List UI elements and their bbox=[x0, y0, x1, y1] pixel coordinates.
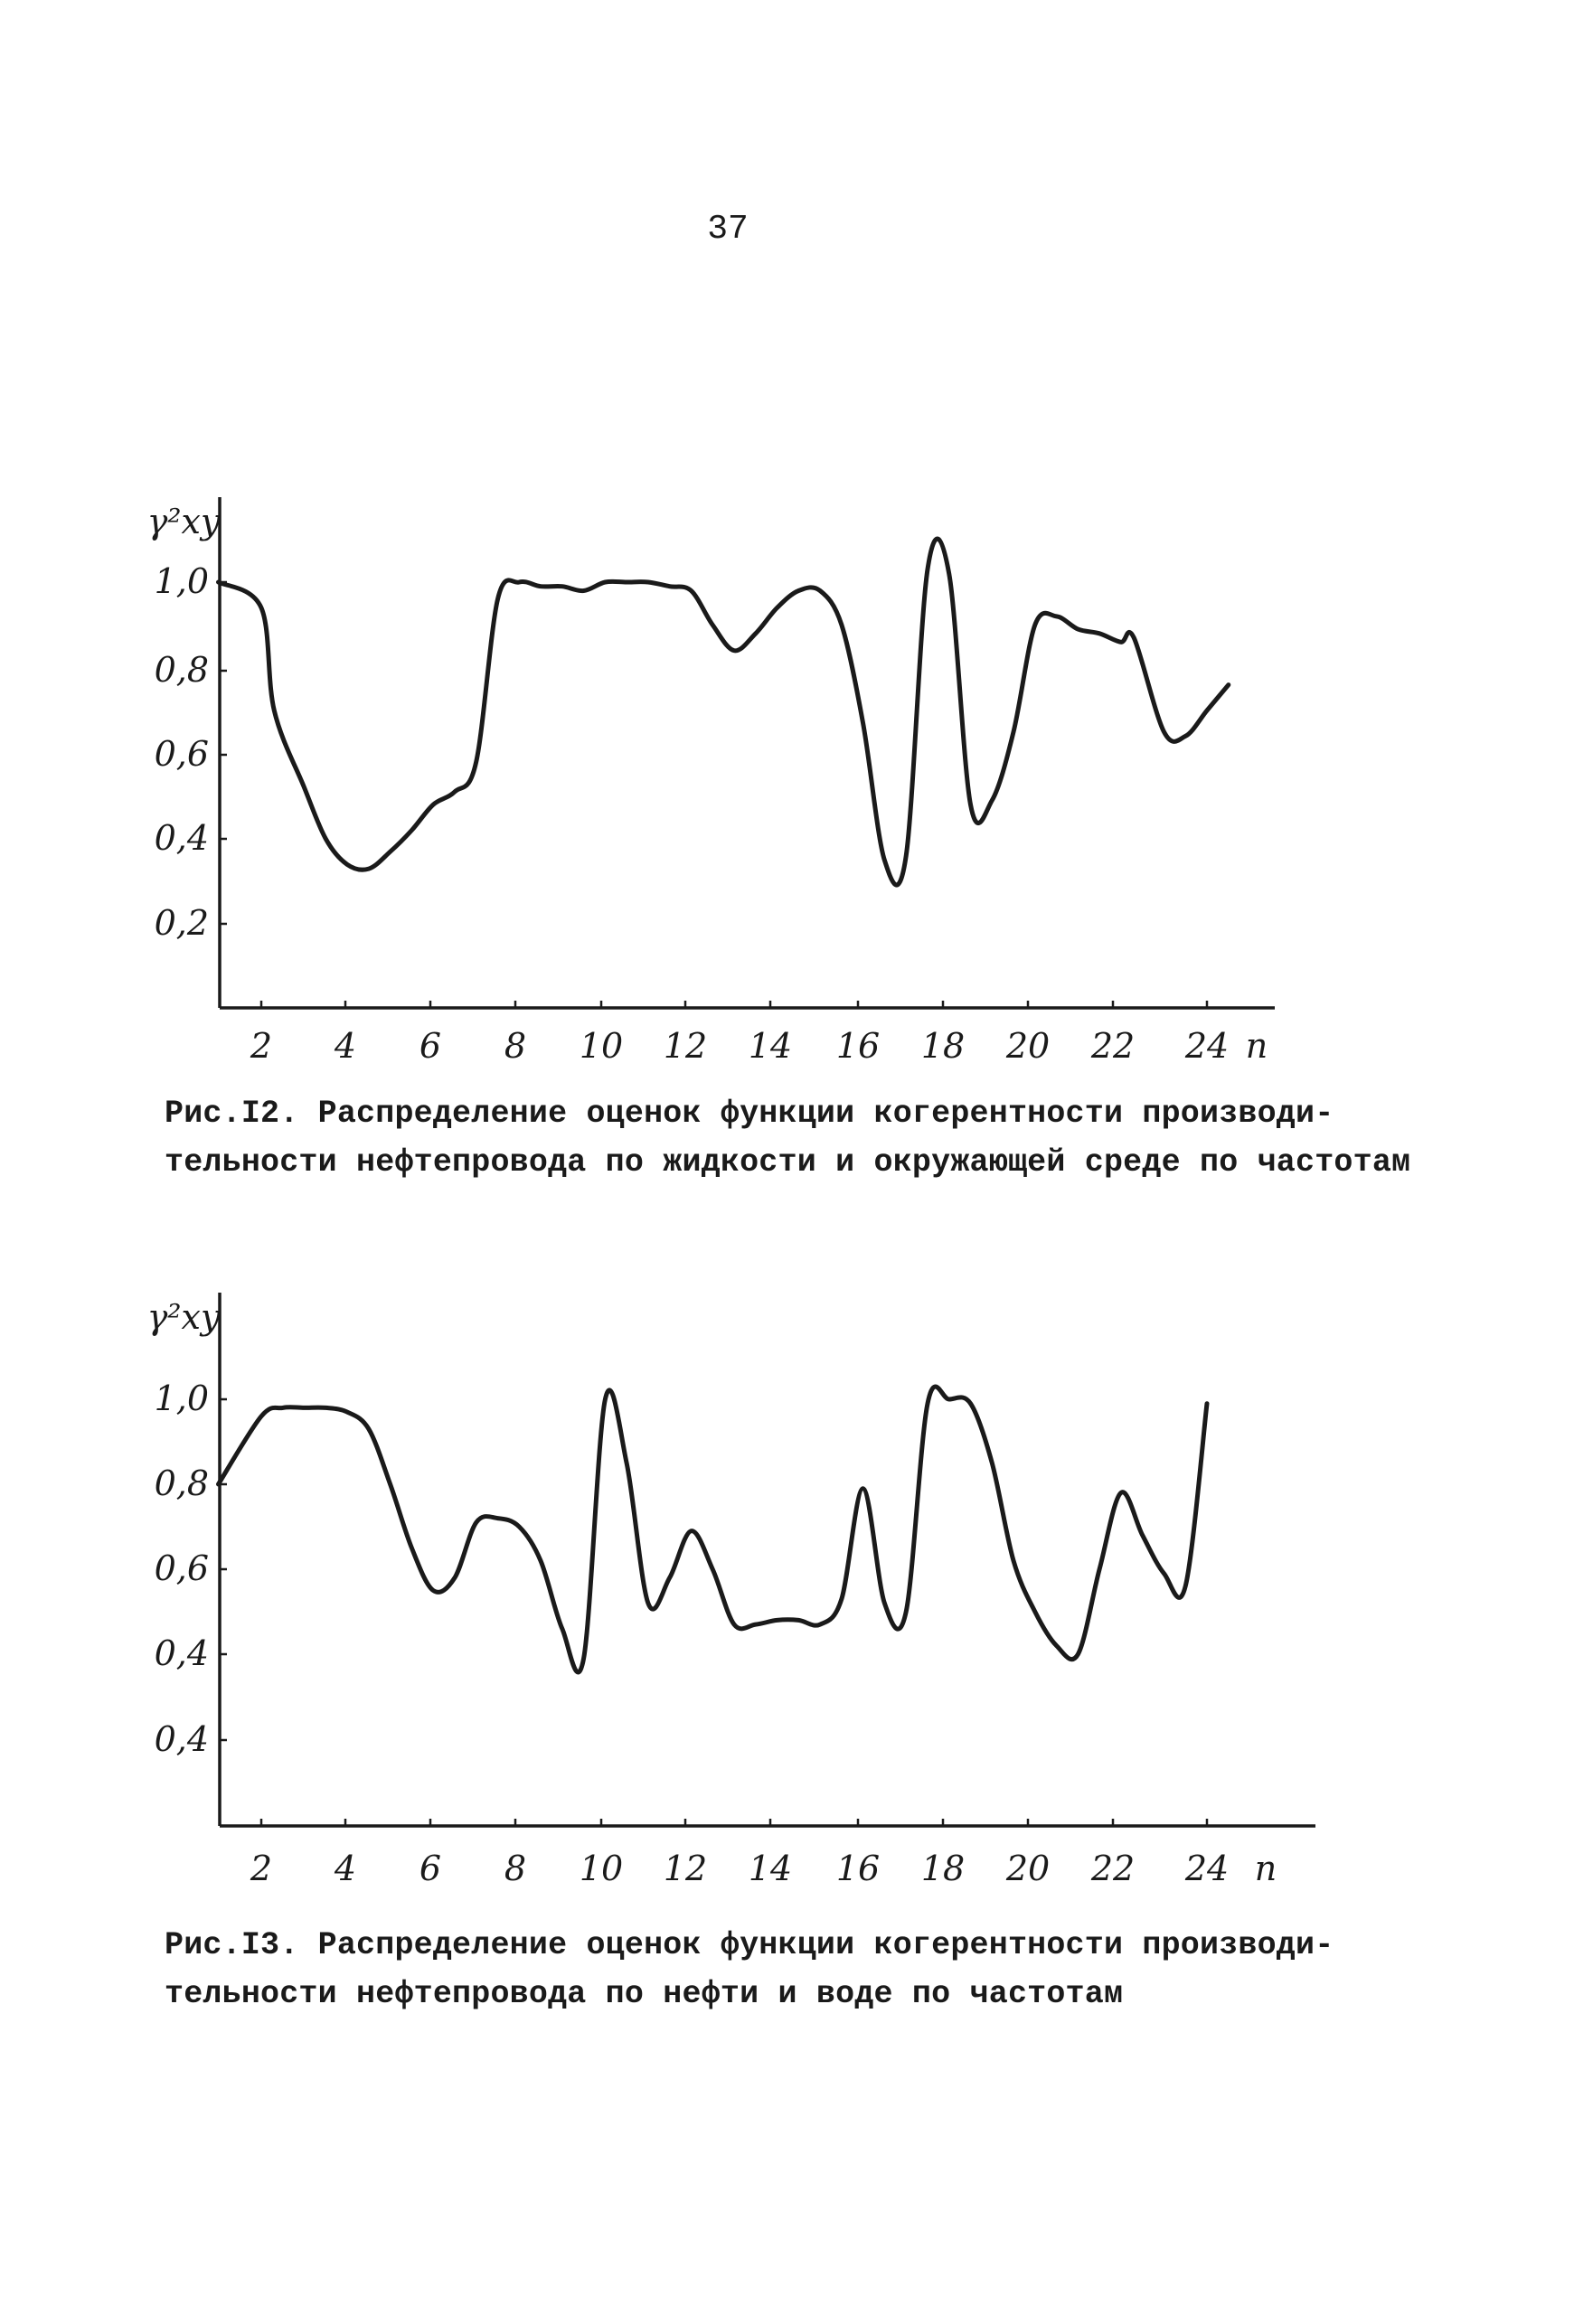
y-tick-label: 0,8 bbox=[155, 1463, 209, 1503]
x-tick-label: 24 bbox=[1184, 1026, 1229, 1066]
y-tick-label: 1,0 bbox=[155, 1378, 209, 1418]
caption-13-line-2: тельности нефтепровода по нефти и воде п… bbox=[165, 1976, 1124, 2012]
y-tick-label: 0,4 bbox=[155, 1633, 209, 1673]
x-tick-label: 10 bbox=[580, 1026, 623, 1066]
x-tick-label: 22 bbox=[1090, 1849, 1135, 1888]
caption-13-line-1: Рис.I3. Распределение оценок функции ког… bbox=[165, 1927, 1334, 1963]
caption-12-line-1: Рис.I2. Распределение оценок функции ког… bbox=[165, 1096, 1334, 1132]
chart-figure-12: 2 4 6 8 10 12 14 16 18 20 22 24 n 0,2 0,4 0,6 0,8 1,0 γ²xy bbox=[0, 470, 1593, 1067]
series-line bbox=[216, 536, 1231, 888]
x-axis-label: n bbox=[1246, 1026, 1268, 1066]
x-axis-label: n bbox=[1255, 1849, 1277, 1888]
y-tick-label: 0,2 bbox=[155, 903, 209, 943]
page-number: 37 bbox=[707, 210, 749, 249]
x-tick-label: 6 bbox=[419, 1026, 441, 1066]
x-tick-label: 14 bbox=[749, 1849, 792, 1888]
x-tick-label: 20 bbox=[1005, 1849, 1050, 1888]
chart-figure-13: 2 4 6 8 10 12 14 16 18 20 22 24 n 0,4 0,4 0,6 0,8 1,0 γ²xy bbox=[0, 1275, 1593, 1898]
x-tick-label: 2 bbox=[250, 1026, 272, 1066]
y-tick-label: 0,4 bbox=[155, 1719, 209, 1759]
x-tick-label: 4 bbox=[334, 1849, 356, 1888]
x-tick-label: 2 bbox=[250, 1849, 272, 1888]
x-tick-label: 16 bbox=[836, 1849, 880, 1888]
x-tick-label: 12 bbox=[664, 1026, 707, 1066]
y-tick-label: 0,6 bbox=[155, 1548, 209, 1588]
x-tick-label: 20 bbox=[1005, 1026, 1050, 1066]
y-tick-label: 0,4 bbox=[155, 818, 209, 858]
y-tick-label: 1,0 bbox=[155, 561, 209, 601]
y-axis-label: γ²xy bbox=[147, 1297, 221, 1337]
x-tick-label: 18 bbox=[921, 1026, 965, 1066]
y-axis-label: γ²xy bbox=[147, 502, 221, 541]
caption-12-line-2: тельности нефтепровода по жидкости и окр… bbox=[165, 1144, 1411, 1181]
x-tick-label: 22 bbox=[1090, 1026, 1135, 1066]
x-tick-label: 10 bbox=[580, 1849, 623, 1888]
x-tick-label: 18 bbox=[921, 1849, 965, 1888]
x-tick-label: 8 bbox=[504, 1026, 526, 1066]
x-tick-label: 24 bbox=[1184, 1849, 1229, 1888]
x-tick-label: 4 bbox=[334, 1026, 356, 1066]
caption-figure-12: Рис.I2. Распределение оценок функции ког… bbox=[165, 1089, 1457, 1187]
caption-figure-13: Рис.I3. Распределение оценок функции ког… bbox=[165, 1921, 1457, 2018]
y-tick-label: 0,8 bbox=[155, 650, 209, 690]
series-line bbox=[216, 1384, 1210, 1675]
x-tick-label: 8 bbox=[504, 1849, 526, 1888]
y-tick-label: 0,6 bbox=[155, 734, 209, 774]
x-tick-label: 12 bbox=[664, 1849, 707, 1888]
x-tick-label: 16 bbox=[836, 1026, 880, 1066]
x-tick-label: 14 bbox=[749, 1026, 792, 1066]
x-tick-label: 6 bbox=[419, 1849, 441, 1888]
